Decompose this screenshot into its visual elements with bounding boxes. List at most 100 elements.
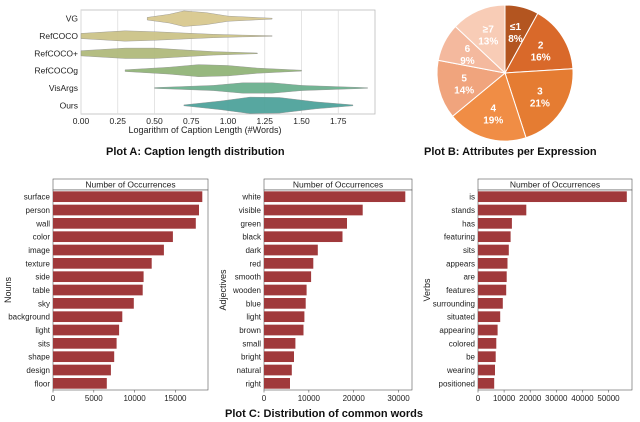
pie-slice-percent: 16%: [531, 52, 551, 63]
verbs-bar: [478, 231, 511, 243]
verbs-category-label: be: [466, 353, 475, 362]
verbs-bar: [478, 191, 627, 203]
nouns-bar: [53, 191, 203, 203]
adjectives-bar: [264, 218, 347, 229]
nouns-bar: [53, 324, 120, 336]
nouns-bar: [53, 244, 164, 256]
adjectives-category-label: small: [242, 339, 261, 348]
adjectives-bar: [264, 204, 363, 216]
nouns-bar: [53, 218, 196, 229]
pie-slice: [454, 4, 506, 75]
violin-x-tick-label: 1.25: [256, 116, 273, 126]
adjectives-category-label: natural: [237, 366, 262, 375]
verbs-category-label: is: [469, 193, 475, 202]
adjectives-bar: [264, 338, 296, 349]
caption-plot-a: Plot A: Caption length distribution: [106, 146, 285, 158]
violin-category-label: RefCOCO+: [34, 48, 78, 58]
adjectives-category-label: wooden: [232, 286, 261, 295]
nouns-bar: [53, 271, 144, 283]
nouns-category-label: sits: [38, 339, 50, 348]
adjectives-category-label: brown: [239, 326, 261, 335]
adjectives-category-label: blue: [246, 299, 262, 308]
adjectives-category-label: light: [246, 313, 261, 322]
adjectives-bar: [264, 231, 343, 243]
violin-visargs: [154, 82, 368, 94]
violin-category-label: VG: [66, 14, 78, 24]
pie-slice-label: ≤1: [510, 22, 521, 33]
violin-x-tick-label: 0.75: [183, 116, 200, 126]
adjectives-bar: [264, 284, 307, 296]
adjectives-x-tick-label: 10000: [298, 394, 321, 403]
nouns-bar: [53, 351, 115, 363]
pie-slice-percent: 9%: [460, 56, 475, 67]
nouns-bar: [53, 284, 143, 296]
adjectives-category-label: black: [242, 233, 262, 242]
verbs-title: Number of Occurrences: [510, 180, 600, 190]
adjectives-bar: [264, 191, 406, 203]
verbs-bar: [478, 311, 501, 323]
nouns-x-tick-label: 15000: [164, 394, 187, 403]
verbs-bar: [478, 364, 495, 376]
adjectives-bar: [264, 351, 294, 363]
adjectives-category-label: green: [241, 219, 261, 228]
nouns-bar: [53, 364, 111, 376]
adjectives-category-label: white: [241, 193, 261, 202]
nouns-bar: [53, 378, 107, 389]
nouns-category-label: floor: [34, 379, 50, 388]
verbs-x-tick-label: 40000: [571, 394, 594, 403]
violin-x-axis-label: Logarithm of Caption Length (#Words): [129, 125, 282, 135]
adjectives-bar: [264, 311, 305, 323]
violin-x-tick-label: 1.75: [330, 116, 347, 126]
adjectives-bar: [264, 298, 306, 309]
nouns-bar: [53, 231, 173, 243]
verbs-category-label: appearing: [439, 326, 475, 335]
verbs-category-label: surrounding: [433, 299, 475, 308]
verbs-bar: [478, 338, 497, 349]
violin-x-tick-label: 0.25: [109, 116, 126, 126]
nouns-x-tick-label: 5000: [85, 394, 103, 403]
verbs-x-tick-label: 50000: [597, 394, 620, 403]
verbs-bar: [478, 284, 507, 296]
verbs-x-tick-label: 20000: [519, 394, 542, 403]
pie-slice: [504, 12, 574, 74]
adjectives-x-tick-label: 20000: [343, 394, 366, 403]
violin-x-tick-label: 1.50: [293, 116, 310, 126]
verbs-bar: [478, 298, 503, 309]
verbs-x-tick-label: 30000: [545, 394, 568, 403]
nouns-category-label: light: [35, 326, 50, 335]
adjectives-title: Number of Occurrences: [293, 180, 383, 190]
violin-x-tick-label: 0.00: [73, 116, 90, 126]
adjectives-y-axis-label: Adjectives: [218, 269, 228, 311]
verbs-bar: [478, 324, 498, 336]
nouns-category-label: texture: [26, 259, 51, 268]
adjectives-category-label: smooth: [235, 273, 261, 282]
verbs-bar: [478, 244, 509, 256]
violin-category-label: VisArgs: [49, 83, 78, 93]
nouns-category-label: image: [28, 246, 50, 255]
nouns-bar: [53, 311, 123, 323]
adjectives-category-label: right: [245, 379, 261, 388]
nouns-x-tick-label: 10000: [123, 394, 146, 403]
verbs-category-label: appears: [446, 259, 475, 268]
pie-slice-percent: 13%: [478, 36, 498, 47]
violin-refcoco: [80, 30, 273, 42]
pie-slice-label: 3: [537, 87, 543, 98]
adjectives-bar: [264, 244, 318, 256]
nouns-y-axis-label: Nouns: [3, 276, 13, 303]
pie-slice-label: ≥7: [483, 24, 494, 35]
verbs-bar: [478, 258, 508, 269]
verbs-x-tick-label: 0: [476, 394, 481, 403]
adjectives-category-label: dark: [245, 246, 262, 255]
pie-slice: [451, 72, 527, 142]
verbs-bar: [478, 378, 495, 389]
violin-category-label: RefCOCO: [39, 31, 78, 41]
nouns-category-label: design: [26, 366, 50, 375]
verbs-category-label: situated: [447, 313, 475, 322]
adjectives-x-tick-label: 30000: [387, 394, 410, 403]
pie-slice-label: 2: [538, 40, 544, 51]
verbs-bar: [478, 351, 496, 363]
adjectives-bar: [264, 324, 304, 336]
nouns-title: Number of Occurrences: [85, 180, 175, 190]
nouns-x-tick-label: 0: [51, 394, 56, 403]
verbs-category-label: positioned: [439, 379, 475, 388]
